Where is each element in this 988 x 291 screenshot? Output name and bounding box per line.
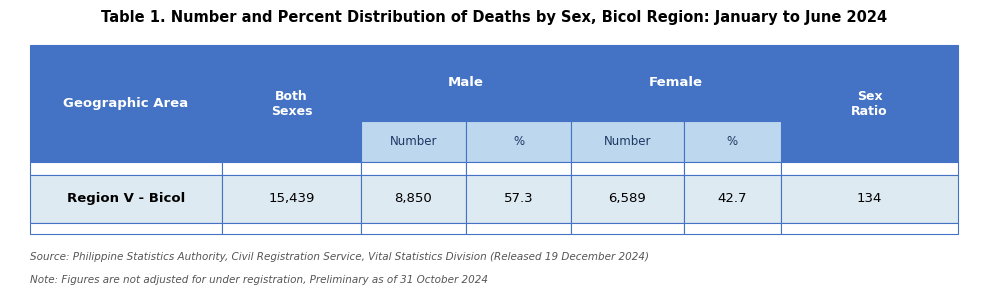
Text: 134: 134 xyxy=(857,192,882,205)
Bar xyxy=(466,162,571,175)
Text: 57.3: 57.3 xyxy=(504,192,534,205)
Bar xyxy=(30,162,222,175)
Text: 8,850: 8,850 xyxy=(394,192,433,205)
Text: Note: Figures are not adjusted for under registration, Preliminary as of 31 Octo: Note: Figures are not adjusted for under… xyxy=(30,275,488,285)
Text: Table 1. Number and Percent Distribution of Deaths by Sex, Bicol Region: January: Table 1. Number and Percent Distribution… xyxy=(101,10,887,25)
Bar xyxy=(781,223,958,234)
Bar xyxy=(361,121,466,162)
Text: 6,589: 6,589 xyxy=(609,192,646,205)
Text: 42.7: 42.7 xyxy=(717,192,747,205)
Text: Source: Philippine Statistics Authority, Civil Registration Service, Vital Stati: Source: Philippine Statistics Authority,… xyxy=(30,252,649,262)
Bar xyxy=(466,175,571,223)
Bar xyxy=(466,223,571,234)
Text: Number: Number xyxy=(604,135,651,148)
Bar xyxy=(222,175,361,223)
Text: Female: Female xyxy=(649,77,702,89)
Text: Region V - Bicol: Region V - Bicol xyxy=(67,192,185,205)
Bar xyxy=(361,162,466,175)
Bar xyxy=(222,45,361,162)
Text: %: % xyxy=(726,135,738,148)
Bar xyxy=(571,223,684,234)
Bar xyxy=(222,162,361,175)
Bar xyxy=(781,45,958,162)
Bar xyxy=(30,223,222,234)
Text: Male: Male xyxy=(448,77,484,89)
Text: 15,439: 15,439 xyxy=(269,192,314,205)
Text: Number: Number xyxy=(389,135,438,148)
Bar xyxy=(684,223,781,234)
Bar xyxy=(30,45,222,162)
Bar xyxy=(222,223,361,234)
Bar xyxy=(466,121,571,162)
Bar xyxy=(361,45,571,121)
Text: Geographic Area: Geographic Area xyxy=(63,97,189,110)
Bar xyxy=(781,175,958,223)
Text: Sex
Ratio: Sex Ratio xyxy=(851,90,888,118)
Bar xyxy=(571,121,684,162)
Bar xyxy=(571,162,684,175)
Bar xyxy=(361,223,466,234)
Text: %: % xyxy=(513,135,525,148)
Bar xyxy=(781,162,958,175)
Text: Both
Sexes: Both Sexes xyxy=(271,90,312,118)
Bar xyxy=(684,175,781,223)
Bar xyxy=(571,175,684,223)
Bar xyxy=(571,45,781,121)
Bar xyxy=(361,175,466,223)
Bar xyxy=(684,121,781,162)
Bar xyxy=(30,175,222,223)
Bar xyxy=(684,162,781,175)
